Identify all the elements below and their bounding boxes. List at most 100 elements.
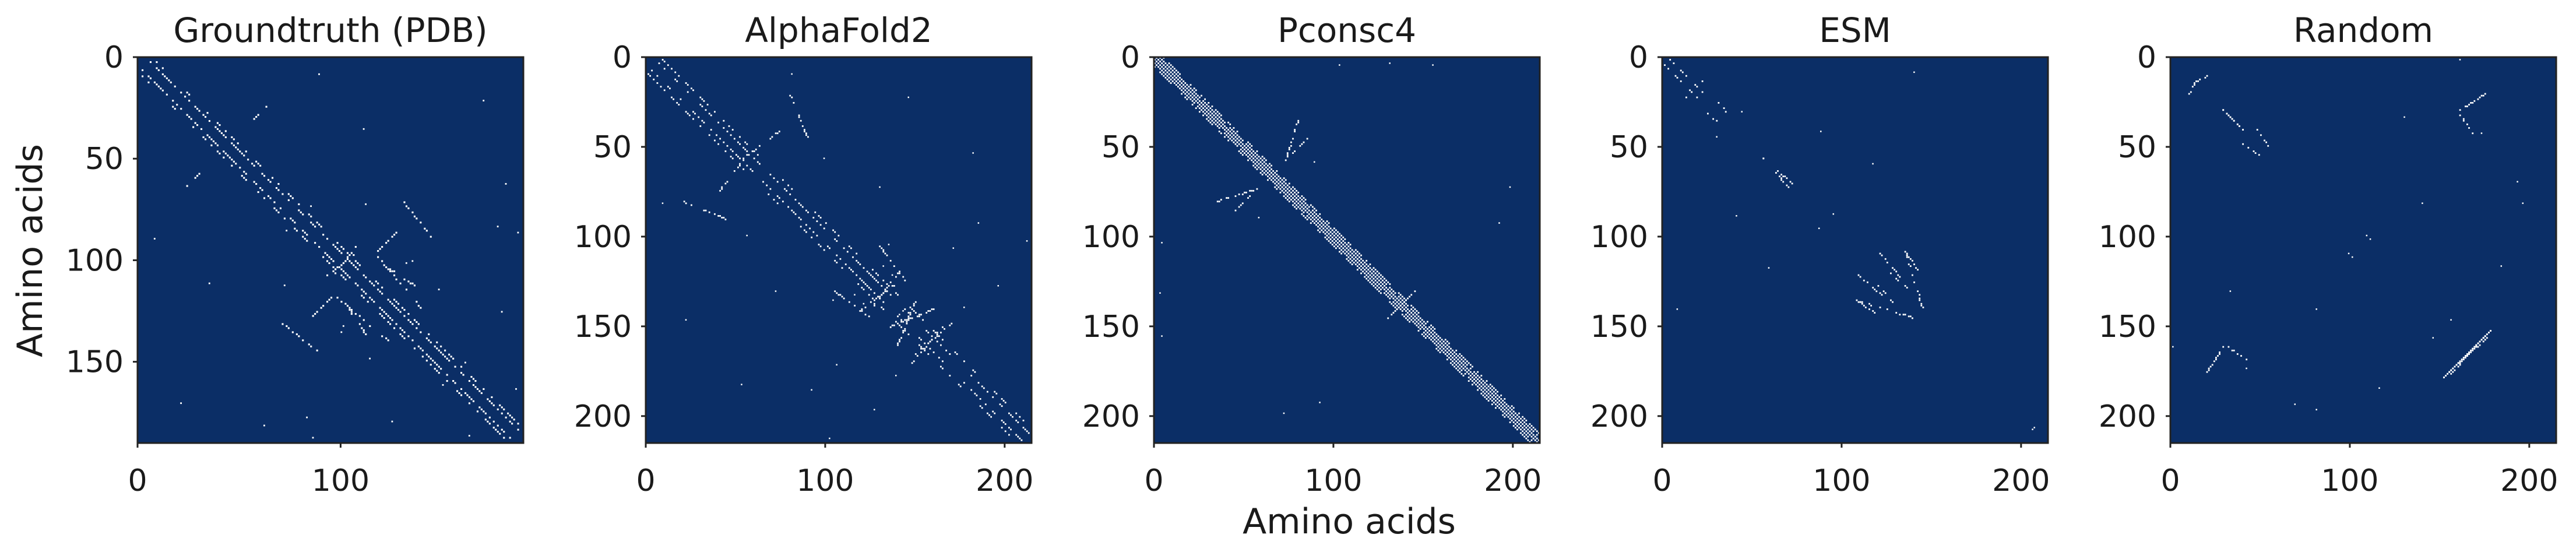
contact-cell	[932, 308, 935, 310]
contact-cell	[1261, 170, 1264, 172]
contact-cell	[714, 111, 716, 113]
contact-cell	[1188, 86, 1190, 88]
contact-cell	[373, 301, 375, 303]
contact-cell	[1908, 263, 1910, 265]
contact-cell	[1281, 182, 1283, 185]
contact-cell	[1374, 269, 1377, 271]
contact-cell	[397, 303, 400, 305]
contact-cell	[1394, 292, 1396, 294]
contact-cell	[1315, 224, 1317, 226]
contact-cell	[1367, 276, 1370, 278]
contact-cell	[1019, 437, 1021, 440]
contact-cell	[192, 126, 195, 128]
contact-cell	[1229, 134, 1231, 136]
contact-cell	[2246, 367, 2247, 370]
contact-cell	[897, 342, 899, 344]
contact-cell	[1193, 94, 1195, 97]
contact-cell	[1271, 168, 1272, 170]
contact-cell	[1367, 269, 1370, 271]
contact-cell	[759, 163, 761, 165]
contact-cell	[1401, 303, 1403, 305]
contact-cell	[1516, 425, 1518, 427]
contact-cell	[1857, 274, 1860, 276]
contact-cell	[1241, 154, 1244, 156]
contact-cell	[349, 260, 351, 262]
contact-cell	[944, 328, 945, 330]
contact-cell	[1163, 71, 1165, 73]
contact-cell	[2204, 76, 2207, 79]
contact-cell	[870, 274, 872, 276]
contact-cell	[157, 69, 160, 71]
contact-cell	[344, 272, 347, 275]
contact-cell	[1468, 362, 1470, 364]
contact-cell	[186, 185, 188, 187]
contact-cell	[1498, 396, 1500, 398]
contact-cell	[1344, 249, 1346, 251]
contact-cell	[861, 279, 863, 282]
contact-cell	[1190, 91, 1192, 93]
contact-cell	[326, 274, 329, 276]
contact-cell	[1290, 141, 1292, 143]
contact-cell	[454, 382, 456, 384]
contact-cell	[651, 69, 653, 72]
contact-cell	[1525, 434, 1528, 436]
contact-cell	[1271, 179, 1272, 181]
contact-cell	[219, 124, 221, 126]
contact-cell	[1367, 272, 1370, 275]
contact-cell	[782, 179, 784, 181]
contact-cell	[346, 274, 349, 276]
contact-cell	[1416, 310, 1418, 312]
contact-cell	[1872, 310, 1874, 312]
contact-cell	[1380, 285, 1382, 287]
contact-cell	[1877, 285, 1880, 287]
contact-cell	[1342, 247, 1345, 249]
contact-cell	[1486, 380, 1488, 382]
contact-cell	[882, 279, 885, 282]
contact-cell	[275, 209, 277, 212]
contact-cell	[1398, 299, 1400, 301]
contact-cell	[2459, 59, 2461, 61]
contact-cell	[420, 307, 422, 309]
contact-cell	[1333, 245, 1335, 248]
contact-cell	[1216, 111, 1219, 113]
contact-cell	[403, 331, 406, 333]
contact-cell	[963, 360, 965, 363]
contact-cell	[1156, 61, 1157, 62]
contact-cell	[1455, 349, 1458, 351]
contact-cell	[161, 67, 164, 69]
contact-cell	[444, 349, 446, 351]
contact-cell	[1202, 104, 1204, 106]
contact-cell	[1486, 387, 1488, 389]
contact-cell	[1384, 292, 1385, 294]
contact-cell	[1335, 244, 1337, 245]
contact-cell	[877, 274, 879, 276]
contact-cell	[1245, 150, 1247, 152]
contact-cell	[1175, 80, 1177, 82]
x-tick-label: 100	[312, 463, 369, 498]
contact-cell	[438, 365, 440, 368]
contact-cell	[1505, 414, 1508, 416]
contact-cell	[413, 347, 416, 350]
contact-cell	[342, 248, 344, 250]
contact-cell	[462, 374, 464, 376]
contact-cell	[1913, 263, 1915, 265]
contact-cell	[403, 309, 406, 311]
contact-cell	[1414, 315, 1416, 318]
contact-cell	[2480, 94, 2483, 97]
contact-cell	[1184, 86, 1187, 88]
contact-cell	[1173, 68, 1176, 70]
contact-cell	[228, 156, 231, 159]
contact-cell	[391, 235, 393, 238]
contact-cell	[793, 102, 795, 104]
contact-cell	[934, 337, 937, 339]
contact-cell	[773, 199, 775, 201]
contact-cell	[255, 160, 258, 163]
contact-cell	[1906, 254, 1908, 256]
contact-cell	[1213, 121, 1215, 124]
contact-cell	[428, 333, 430, 335]
contact-cell	[1306, 215, 1308, 217]
contact-cell	[1017, 435, 1019, 438]
contact-cell	[1195, 107, 1197, 109]
contact-cell	[1409, 296, 1410, 298]
